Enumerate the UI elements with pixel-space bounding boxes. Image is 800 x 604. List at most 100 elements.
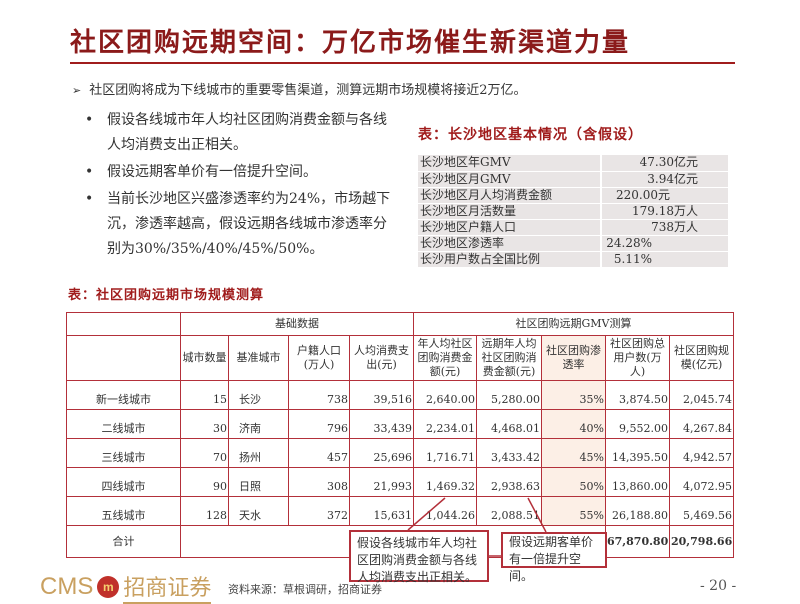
value-text: 179.18万人 [632,203,698,218]
row-value: 47.30亿元 [601,155,728,172]
arrow-bullet-icon: ➢ [72,84,82,97]
callout1-pointer [407,497,446,531]
group-header-basic: 基础数据 [180,312,414,336]
market-size-table: 基础数据 社区团购远期GMV测算 城市数量 基准城市 户籍人口(万人) 人均消费支出(… [66,312,735,558]
table1-row: 长沙地区月GMV 3.94亿元 [418,171,728,188]
source-note: 资料来源：草根调研，招商证券 [228,583,382,596]
table-cell: 长沙 [228,380,289,410]
table-cell: 50% [541,467,606,497]
column-header: 社区团购渗透率 [541,335,606,381]
table-row: 五线城市 128 天水 372 15,631 1,044.26 2,088.51 55% 26,… [66,496,735,526]
row-label: 长沙地区月人均消费金额 [418,187,602,204]
table-cell: 2,234.01 [413,409,477,439]
bullet-item: 假设各线城市年人均社区团购消费金额与各线人均消费支出正相关。 [85,108,395,158]
total-users: 67,870.80 [605,525,670,558]
table-cell: 738 [288,380,350,410]
table-cell: 15,631 [349,496,414,526]
title-divider [70,62,735,64]
row-value: 3.94亿元 [601,171,728,188]
row-label: 长沙地区月活数量 [418,203,602,220]
table-row: 三线城市 70 扬州 457 25,696 1,716.71 3,433.42 45% 14,3… [66,438,735,468]
table2-title: 表：社区团购远期市场规模测算 [68,288,265,303]
tier-label: 三线城市 [66,438,181,468]
callout-price-assumption: 假设远期客单价有一倍提升空间。 [501,532,607,583]
table1-row: 长沙地区渗透率 24.28% [418,235,728,252]
callout-consumption-assumption: 假设各线城市年人均社区团购消费金额与各线人均消费支出正相关。 [349,530,489,584]
column-header: 远期年人均社区团购消费金额(元) [476,335,542,381]
table-cell: 济南 [228,409,289,439]
table-cell: 1,469.32 [413,467,477,497]
lead-bullet: ➢ 社区团购将成为下线城市的重要零售渠道，测算远期市场规模将接近2万亿。 [72,79,527,98]
row-value: 24.28% [601,235,728,252]
table1-title: 表：长沙地区基本情况（含假设） [418,127,643,143]
page-title: 社区团购远期空间：万亿市场催生新渠道力量 [70,28,631,58]
table1-row: 长沙地区月活数量 179.18万人 [418,203,728,220]
cms-logo: CMS m 招商证券 [40,570,212,604]
column-header: 基准城市 [228,335,289,381]
table1-row: 长沙用户数占全国比例 5.11% [418,251,728,268]
table-cell: 70 [180,438,229,468]
table-cell: 13,860.00 [605,467,670,497]
column-header: 城市数量 [180,335,229,381]
logo-emblem-icon: m [97,576,120,598]
changsha-basics-table: 长沙地区年GMV 47.30亿元 长沙地区月GMV 3.94亿元 长沙地区月人均消费金额… [418,155,728,268]
total-label: 合计 [66,525,181,558]
table-cell: 4,468.01 [476,409,542,439]
corner-cell [66,335,181,381]
table-cell: 5,469.56 [668,496,735,526]
table-cell: 9,552.00 [605,409,670,439]
column-header: 户籍人口(万人) [288,335,350,381]
table-cell: 55% [541,496,606,526]
bullet-item: 假设远期客单价有一倍提升空间。 [85,160,395,185]
table-cell: 3,874.50 [605,380,670,410]
value-text: 3.94亿元 [647,171,698,186]
column-header: 社区团购总用户数(万人) [605,335,670,381]
row-label: 长沙地区渗透率 [418,235,602,252]
row-label: 长沙地区月GMV [418,171,602,188]
lead-text: 社区团购将成为下线城市的重要零售渠道，测算远期市场规模将接近2万亿。 [89,83,527,98]
column-header: 社区团购规模(亿元) [668,335,735,381]
table-cell: 40% [541,409,606,439]
table-cell: 5,280.00 [476,380,542,410]
table-cell: 14,395.50 [605,438,670,468]
bullet-list: 假设各线城市年人均社区团购消费金额与各线人均消费支出正相关。 假设远期客单价有一… [85,108,395,264]
table-row: 新一线城市 15 长沙 738 39,516 2,640.00 5,280.00 35% 3,8… [66,380,735,410]
row-label: 长沙用户数占全国比例 [418,251,602,268]
table-cell: 2,640.00 [413,380,477,410]
tier-label: 五线城市 [66,496,181,526]
table-cell: 4,267.84 [668,409,735,439]
table-cell: 35% [541,380,606,410]
table1-row: 长沙地区户籍人口 738万人 [418,219,728,236]
callout2-pointer [527,497,547,533]
table-cell: 3,433.42 [476,438,542,468]
value-text: 24.28% [606,235,652,250]
value-text: 47.30亿元 [639,155,698,170]
table-cell: 45% [541,438,606,468]
table-cell: 4,942.57 [668,438,735,468]
table-cell: 2,088.51 [476,496,542,526]
value-text: 5.11% [613,251,652,266]
table-cell: 128 [180,496,229,526]
table-cell: 33,439 [349,409,414,439]
table-cell: 25,696 [349,438,414,468]
tier-label: 新一线城市 [66,380,181,410]
row-value: 179.18万人 [601,203,728,220]
table1-row: 长沙地区年GMV 47.30亿元 [418,155,728,172]
total-scale: 20,798.66 [668,525,735,558]
value-text: 220.00元 [616,187,670,202]
tier-label: 二线城市 [66,409,181,439]
bullet-item: 当前长沙地区兴盛渗透率约为24%，市场越下沉，渗透率越高，假设远期各线城市渗透率… [85,187,395,262]
row-value: 220.00元 [601,187,728,204]
row-value: 5.11% [601,251,728,268]
page-number: - 20 - [700,578,737,594]
row-label: 长沙地区年GMV [418,155,602,172]
column-header: 年人均社区团购消费金额(元) [413,335,477,381]
table-cell: 4,072.95 [668,467,735,497]
table-cell: 39,516 [349,380,414,410]
row-value: 738万人 [601,219,728,236]
group-header-gmv: 社区团购远期GMV测算 [412,312,735,336]
table-cell: 2,045.74 [668,380,735,410]
row-label: 长沙地区户籍人口 [418,219,602,236]
table1-row: 长沙地区月人均消费金额 220.00元 [418,187,728,204]
